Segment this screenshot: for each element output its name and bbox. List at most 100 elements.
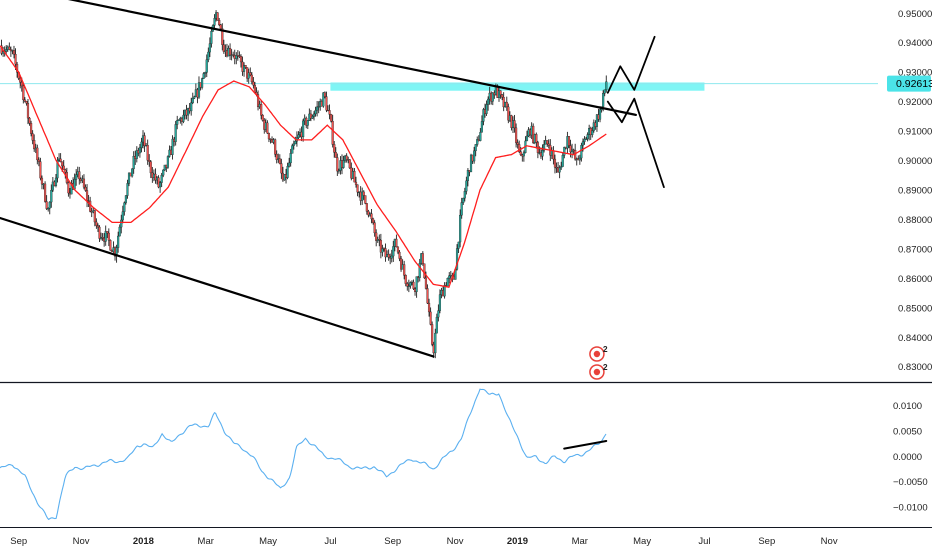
candle-body xyxy=(256,94,260,108)
candle-body xyxy=(306,120,309,126)
projection-up-path[interactable] xyxy=(606,35,656,94)
candle-body xyxy=(361,191,364,201)
candle-body xyxy=(101,237,104,239)
candle-body xyxy=(222,44,225,52)
time-tick-label: May xyxy=(633,536,651,547)
time-tick-label: Sep xyxy=(758,536,775,547)
candle-body xyxy=(409,282,412,287)
candle-body xyxy=(353,171,356,183)
candle-body xyxy=(33,140,36,150)
candle-body xyxy=(154,173,157,181)
candle-body xyxy=(131,168,134,177)
candle-body xyxy=(515,127,518,143)
candle-body xyxy=(123,202,126,212)
candle-body xyxy=(280,163,283,174)
candle-body xyxy=(242,65,246,72)
candle-body xyxy=(407,285,410,287)
candle-body xyxy=(598,109,602,120)
candle-body xyxy=(406,283,409,287)
candle-body xyxy=(399,258,403,270)
candle-body xyxy=(78,171,81,180)
candle-body xyxy=(261,115,264,121)
candle-body xyxy=(602,93,605,107)
candle-body xyxy=(427,302,431,313)
candle-body xyxy=(59,158,62,162)
candle-body xyxy=(583,138,586,142)
oscillator-tick-label: −0.0050 xyxy=(893,477,928,488)
candle-body xyxy=(302,120,305,138)
candle-body xyxy=(286,166,289,178)
candle-body xyxy=(423,263,426,279)
candle-body xyxy=(333,144,336,153)
price-pane xyxy=(0,0,878,359)
candle-body xyxy=(501,94,504,98)
candle-body xyxy=(61,161,64,167)
candle-body xyxy=(487,98,490,105)
candle-body xyxy=(390,255,393,259)
candle-body xyxy=(569,145,572,153)
resistance-zone[interactable] xyxy=(330,82,705,91)
candle-body xyxy=(278,158,281,164)
candle-body xyxy=(157,177,160,188)
candle-body xyxy=(463,191,466,199)
price-tick-label: 0.88000 xyxy=(898,215,932,226)
candle-body xyxy=(392,246,395,257)
oscillator-trendline[interactable] xyxy=(563,439,608,450)
candle-body xyxy=(56,160,59,179)
candle-body xyxy=(426,288,429,304)
candle-body xyxy=(216,12,219,21)
candle-body xyxy=(93,210,96,223)
candle-body xyxy=(437,310,440,318)
candle-body xyxy=(8,46,11,50)
candle-body xyxy=(275,154,278,160)
candle-body xyxy=(28,117,31,124)
candle-body xyxy=(466,170,469,182)
candle-body xyxy=(274,139,277,155)
oscillator-pane xyxy=(0,388,608,521)
candle-body xyxy=(50,190,53,203)
candle-body xyxy=(288,162,291,167)
projection-down-path[interactable] xyxy=(606,97,665,189)
price-axis[interactable]: 0.95000 0.94000 0.93000 0.92000 0.91000 0.900… xyxy=(898,9,932,373)
candle-body xyxy=(605,81,608,91)
candle-body xyxy=(446,277,449,287)
time-tick-label: 2019 xyxy=(507,536,528,547)
time-tick-label: Jul xyxy=(698,536,710,547)
candle-body xyxy=(457,241,460,249)
oscillator-axis[interactable]: 0.0100 0.0050 0.0000 −0.0050 −0.0100 xyxy=(893,401,928,514)
candle-body xyxy=(570,149,574,153)
candle-body xyxy=(381,248,384,253)
candle-body xyxy=(121,211,124,221)
candle-body xyxy=(26,103,30,119)
channel-lower-line[interactable] xyxy=(0,216,435,358)
candle-body xyxy=(266,122,269,134)
time-axis[interactable]: Sep Nov 2018 Mar May Jul Sep Nov 2019 Mar May Jul Se… xyxy=(10,536,838,547)
candle-body xyxy=(159,182,162,188)
candle-body xyxy=(535,134,538,143)
candle-body xyxy=(558,167,561,173)
candle-body xyxy=(107,232,110,241)
candle-body xyxy=(109,240,112,251)
candle-body xyxy=(480,121,483,133)
candle-body xyxy=(48,201,51,209)
candle-body xyxy=(132,156,135,170)
candles xyxy=(0,10,608,359)
price-tick-label: 0.87000 xyxy=(898,244,932,255)
candle-body xyxy=(140,141,143,148)
candle-body xyxy=(424,277,428,289)
candle-body xyxy=(586,134,589,140)
candle-body xyxy=(465,180,468,192)
candle-body xyxy=(384,248,387,258)
candle-body xyxy=(45,201,48,209)
candle-body xyxy=(118,226,121,237)
candle-body xyxy=(603,89,606,94)
time-tick-label: Mar xyxy=(572,536,588,547)
candle-body xyxy=(218,20,221,25)
candle-body xyxy=(460,202,463,216)
candle-body xyxy=(37,159,40,162)
candle-body xyxy=(98,226,101,239)
candle-body xyxy=(336,157,339,172)
candle-body xyxy=(418,263,421,278)
channel-upper-line[interactable] xyxy=(59,0,638,117)
